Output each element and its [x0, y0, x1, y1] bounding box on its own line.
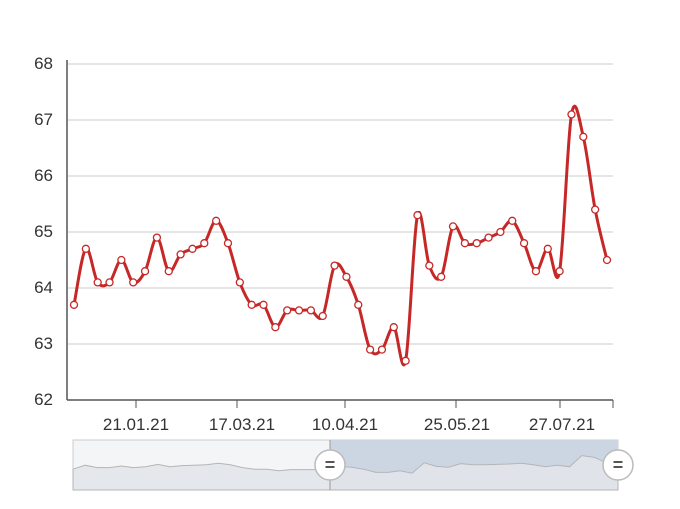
navigator-right-handle[interactable]: = — [602, 449, 634, 481]
axes — [66, 60, 613, 401]
data-point — [93, 278, 102, 287]
data-point — [484, 233, 493, 242]
x-tick-label: 17.03.21 — [209, 415, 275, 434]
data-point — [425, 261, 434, 270]
data-point — [460, 239, 470, 248]
data-point — [342, 272, 351, 281]
data-point — [283, 306, 292, 315]
data-point — [472, 239, 481, 248]
data-point — [567, 110, 576, 119]
navigator-mini-series — [72, 455, 619, 491]
series-points — [69, 110, 612, 365]
data-point — [117, 255, 126, 265]
navigator-handle-glyph: = — [325, 455, 336, 475]
data-point — [354, 300, 363, 309]
data-point — [555, 267, 564, 276]
y-axis: 62 63 64 65 66 67 68 — [34, 54, 53, 409]
data-point — [271, 323, 280, 332]
data-point — [235, 278, 244, 287]
data-point — [591, 205, 600, 214]
data-point — [69, 300, 79, 309]
y-tick-label: 67 — [34, 110, 53, 129]
data-point — [437, 272, 446, 281]
data-point — [105, 278, 114, 287]
data-point — [318, 311, 327, 321]
data-point — [519, 239, 529, 248]
grid-lines — [67, 63, 613, 345]
data-point — [401, 356, 410, 365]
data-point — [543, 244, 552, 253]
data-point — [188, 244, 197, 253]
data-point — [294, 306, 304, 315]
y-tick-label: 62 — [34, 390, 53, 409]
x-tick-label: 27.07.21 — [529, 415, 595, 434]
data-point — [259, 300, 268, 309]
y-tick-label: 65 — [34, 222, 53, 241]
y-tick-label: 63 — [34, 334, 53, 353]
data-point — [164, 267, 173, 276]
data-point — [247, 300, 256, 309]
data-point — [81, 244, 90, 253]
y-tick-label: 68 — [34, 54, 53, 73]
data-point — [129, 278, 138, 287]
data-point — [579, 132, 588, 141]
data-point — [140, 267, 150, 276]
data-point — [176, 250, 185, 259]
data-point — [365, 345, 375, 354]
y-tick-label: 64 — [34, 278, 53, 297]
data-point — [531, 267, 541, 276]
data-point — [508, 216, 517, 225]
x-tick-label: 10.04.21 — [312, 415, 378, 434]
y-tick-label: 66 — [34, 166, 53, 185]
data-point — [200, 239, 209, 248]
x-tick-label: 21.01.21 — [103, 415, 169, 434]
data-point — [496, 227, 505, 237]
data-point — [211, 216, 221, 225]
data-point — [152, 233, 162, 242]
navigator-handle-glyph: = — [613, 455, 624, 475]
data-point — [223, 239, 233, 248]
range-navigator[interactable]: = = — [72, 439, 634, 491]
x-tick-label: 25.05.21 — [424, 415, 490, 434]
x-axis: 21.01.21 17.03.21 10.04.21 25.05.21 27.0… — [103, 400, 614, 434]
data-point — [413, 211, 422, 220]
data-point — [306, 306, 316, 315]
data-point — [389, 323, 398, 332]
data-point — [448, 222, 458, 231]
data-point — [377, 345, 387, 354]
data-point — [602, 255, 612, 265]
navigator-left-handle[interactable]: = — [314, 449, 346, 481]
data-point — [330, 261, 339, 270]
